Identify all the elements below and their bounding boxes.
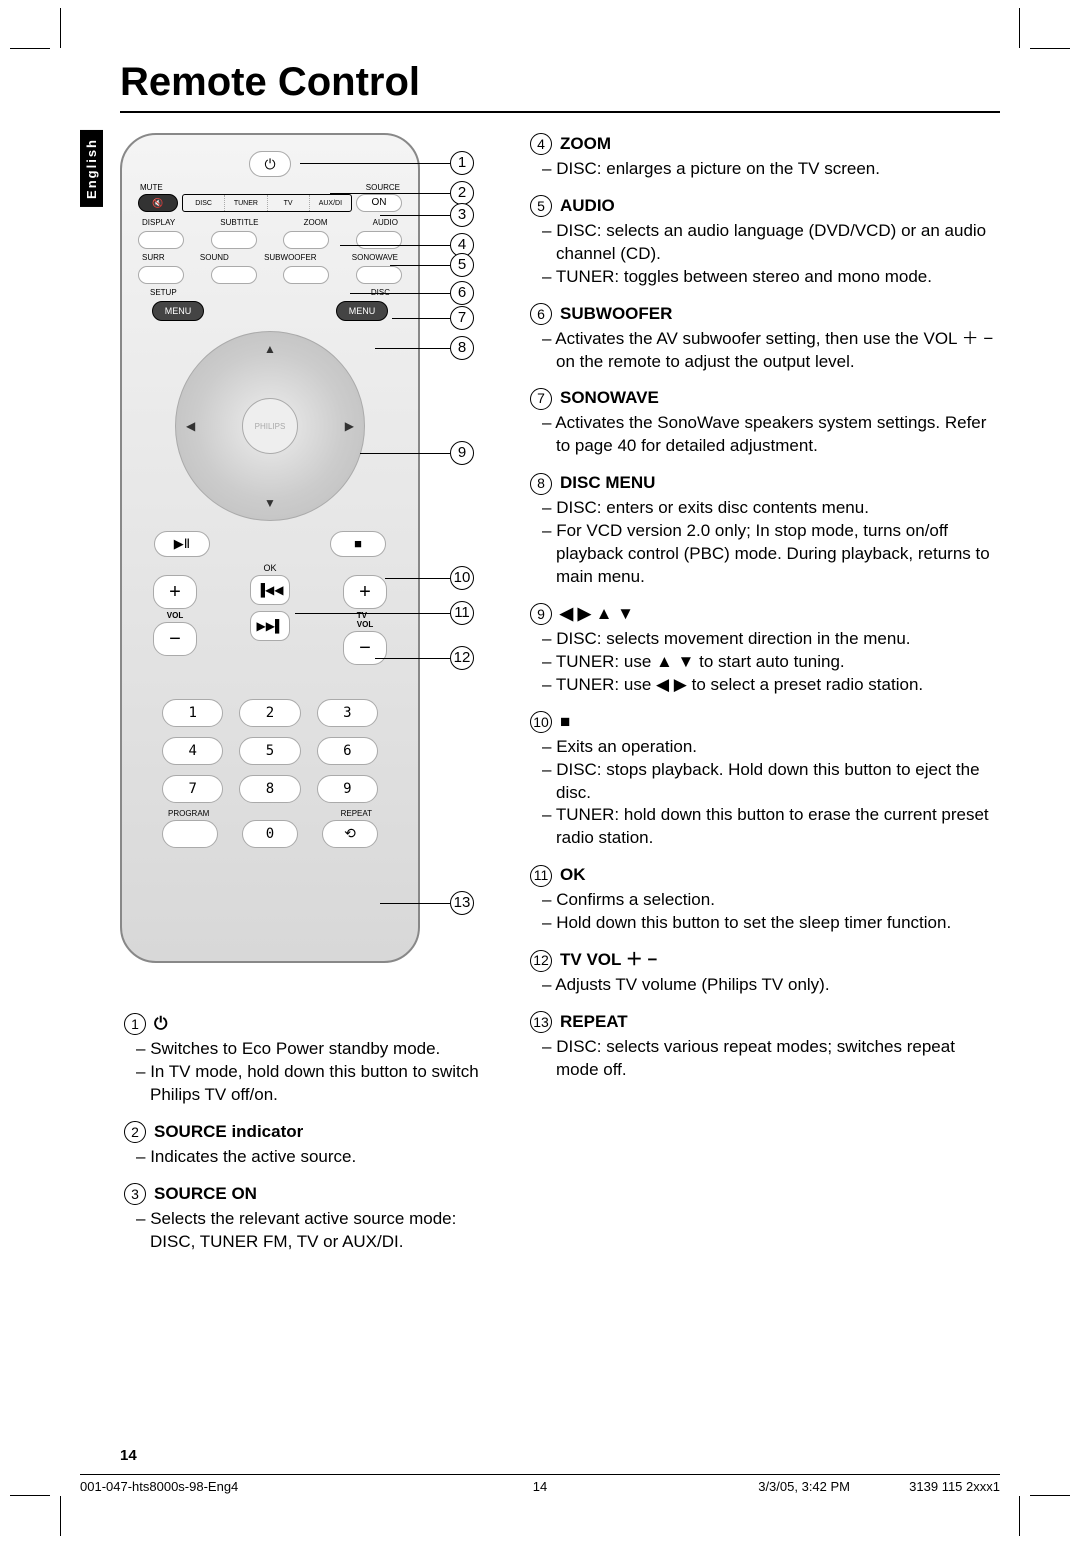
up-arrow-icon: ▲	[264, 342, 276, 356]
down-arrow-icon: ▼	[264, 496, 276, 510]
footer-left: 001-047-hts8000s-98-Eng4	[80, 1479, 238, 1494]
power-button: ⏻	[249, 151, 291, 177]
program-label: PROGRAM	[168, 809, 209, 818]
source-indicator: DISCTUNERTVAUX/DI	[182, 194, 352, 212]
vol-down-button: −	[153, 622, 197, 656]
num-3: 3	[317, 699, 378, 727]
surr-button	[138, 266, 184, 284]
tvvol-label: TVVOL	[357, 611, 373, 629]
page-title: Remote Control	[120, 60, 1000, 113]
sound-label: SOUND	[200, 253, 229, 262]
remote-diagram: ⏻ MUTE SOURCE 🔇 DISCTUNERTVAUX/DI ON DISP…	[120, 133, 420, 963]
num-0: 0	[242, 820, 298, 848]
subtitle-label: SUBTITLE	[220, 218, 258, 227]
sonowave-label: SONOWAVE	[352, 253, 398, 262]
mute-button: 🔇	[138, 194, 178, 212]
dpad-center: PHILIPS	[242, 398, 298, 454]
ok-label: OK	[134, 563, 406, 573]
callout-10: 10	[450, 566, 474, 590]
footer-code: 3139 115 2xxx1	[909, 1479, 1000, 1494]
next-button: ▶▶▌	[250, 611, 290, 641]
sound-button	[211, 266, 257, 284]
sonowave-button	[356, 266, 402, 284]
audio-button	[356, 231, 402, 249]
num-2: 2	[239, 699, 300, 727]
dpad: PHILIPS ▲ ▼ ◀ ▶	[175, 331, 365, 521]
callout-4: 4	[450, 233, 474, 257]
num-5: 5	[239, 737, 300, 765]
callout-7: 7	[450, 306, 474, 330]
disc-menu-button: MENU	[336, 301, 388, 321]
callout-13: 13	[450, 891, 474, 915]
repeat-button: ⟲	[322, 820, 378, 848]
num-4: 4	[162, 737, 223, 765]
callout-6: 6	[450, 281, 474, 305]
subtitle-button	[211, 231, 257, 249]
setup-menu-button: MENU	[152, 301, 204, 321]
play-pause-button: ▶Ⅱ	[154, 531, 210, 557]
zoom-button	[283, 231, 329, 249]
num-9: 9	[317, 775, 378, 803]
right-arrow-icon: ▶	[345, 419, 354, 433]
tvvol-down-button: −	[343, 631, 387, 665]
disc-label: DISC	[371, 288, 390, 297]
num-7: 7	[162, 775, 223, 803]
callout-1: 1	[450, 151, 474, 175]
audio-label: AUDIO	[373, 218, 398, 227]
zoom-label: ZOOM	[304, 218, 328, 227]
callout-11: 11	[450, 601, 474, 625]
callout-2: 2	[450, 181, 474, 205]
footer-date: 3/3/05, 3:42 PM	[758, 1479, 850, 1494]
num-1: 1	[162, 699, 223, 727]
surr-label: SURR	[142, 253, 165, 262]
source-on-button: ON	[356, 194, 402, 212]
stop-button: ■	[330, 531, 386, 557]
display-button	[138, 231, 184, 249]
callout-9: 9	[450, 441, 474, 465]
callout-8: 8	[450, 336, 474, 360]
left-arrow-icon: ◀	[186, 419, 195, 433]
mute-label: MUTE	[140, 183, 163, 192]
subwoofer-label: SUBWOOFER	[264, 253, 316, 262]
program-button	[162, 820, 218, 848]
callout-5: 5	[450, 253, 474, 277]
language-tab: English	[80, 130, 103, 207]
number-pad: 1 2 3 4 5 6 7 8 9	[134, 699, 406, 803]
vol-up-button: +	[153, 575, 197, 609]
callout-12: 12	[450, 646, 474, 670]
prev-button: ▐◀◀	[250, 575, 290, 605]
source-label: SOURCE	[366, 183, 400, 192]
footer: 001-047-hts8000s-98-Eng4 14 3/3/05, 3:42…	[80, 1474, 1000, 1494]
page-number: 14	[120, 1447, 137, 1464]
left-descriptions: 1⏻Switches to Eco Power standby mode.In …	[120, 1013, 500, 1253]
display-label: DISPLAY	[142, 218, 175, 227]
tvvol-up-button: +	[343, 575, 387, 609]
right-descriptions: 4ZOOMDISC: enlarges a picture on the TV …	[530, 133, 1000, 1267]
footer-mid: 14	[533, 1479, 547, 1494]
num-8: 8	[239, 775, 300, 803]
repeat-label: REPEAT	[341, 809, 372, 818]
setup-label: SETUP	[150, 288, 177, 297]
subwoofer-button	[283, 266, 329, 284]
vol-label: VOL	[167, 611, 183, 620]
num-6: 6	[317, 737, 378, 765]
callout-3: 3	[450, 203, 474, 227]
